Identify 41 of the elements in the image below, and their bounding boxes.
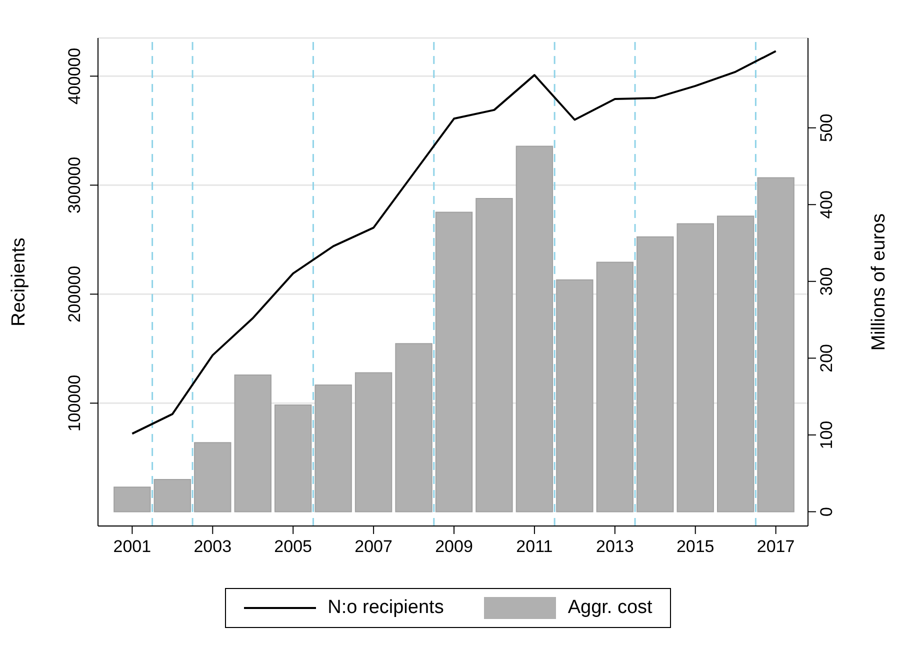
x-tick-label: 2013 — [596, 537, 634, 556]
y2-tick-label: 200 — [817, 344, 836, 372]
line-series — [131, 50, 777, 435]
bar — [435, 212, 473, 512]
bar — [716, 216, 754, 512]
bar — [354, 372, 392, 512]
bar — [476, 198, 513, 512]
y-axis-title: Recipients — [8, 238, 30, 326]
bar — [556, 279, 594, 512]
y-tick-label: 300000 — [65, 156, 84, 214]
x-tick-label: 2009 — [435, 537, 473, 556]
bar — [636, 236, 674, 512]
x-tick-label: 2017 — [756, 537, 795, 556]
y-tick-label: 200000 — [65, 266, 84, 323]
y2-tick-label: 400 — [817, 190, 836, 219]
x-tick-label: 2001 — [113, 537, 152, 556]
bar — [516, 146, 554, 512]
bar — [234, 374, 272, 512]
bar — [154, 478, 192, 512]
bar — [314, 384, 352, 512]
legend-label: N:o recipients — [328, 597, 444, 619]
legend-label: Aggr. cost — [568, 597, 652, 619]
y2-axis-title: Millions of euros — [868, 213, 890, 351]
x-tick-label: 2015 — [676, 537, 714, 556]
x-tick-label: 2005 — [274, 537, 312, 556]
bar — [395, 343, 432, 512]
bar — [274, 404, 312, 512]
bar — [596, 262, 634, 512]
bar — [676, 223, 714, 512]
bar — [757, 177, 794, 512]
y2-tick-label: 0 — [817, 506, 836, 516]
x-tick-label: 2003 — [194, 537, 232, 556]
bar — [114, 486, 151, 512]
y2-tick-label: 100 — [817, 420, 836, 450]
bar — [194, 442, 232, 512]
y2-tick-label: 500 — [817, 114, 836, 142]
y2-tick-label: 300 — [817, 267, 836, 296]
x-tick-label: 2011 — [516, 537, 553, 556]
x-tick-label: 2007 — [354, 537, 392, 556]
y-tick-label: 100000 — [65, 374, 84, 432]
y-tick-label: 400000 — [65, 48, 84, 105]
